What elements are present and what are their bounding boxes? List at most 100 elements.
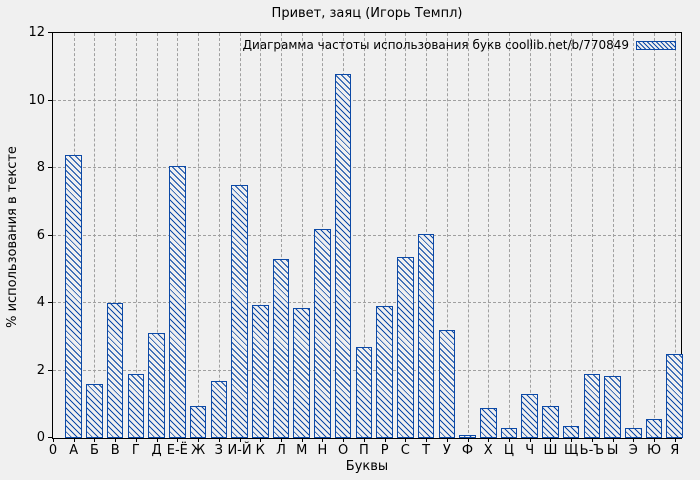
x-tick-mark xyxy=(135,438,137,442)
x-tick-label: О xyxy=(338,443,349,458)
x-tick-mark xyxy=(260,438,262,442)
x-tick-label: Ш xyxy=(543,443,558,458)
x-tick-mark xyxy=(674,438,676,442)
x-tick-mark xyxy=(571,438,573,442)
bar xyxy=(562,426,580,438)
v-gridline xyxy=(508,33,510,438)
x-tick-label: Е-Ё xyxy=(166,443,188,458)
x-tick-mark xyxy=(405,438,407,442)
x-tick-mark xyxy=(446,438,448,442)
x-tick-mark xyxy=(343,438,345,442)
v-gridline xyxy=(674,33,676,438)
bar xyxy=(479,407,497,438)
v-gridline xyxy=(529,33,531,438)
bar xyxy=(645,419,663,438)
h-gridline xyxy=(53,99,681,101)
x-tick-label: К xyxy=(255,443,265,458)
bar xyxy=(127,373,145,438)
y-tick-mark xyxy=(48,234,52,236)
bar xyxy=(417,233,435,438)
x-tick-label: Э xyxy=(628,443,638,458)
bar xyxy=(272,259,290,438)
v-gridline xyxy=(198,33,200,438)
bar xyxy=(148,333,165,438)
bar xyxy=(65,154,82,438)
x-tick-label: Ф xyxy=(461,443,474,458)
v-gridline xyxy=(467,33,469,438)
v-gridline xyxy=(550,33,552,438)
v-gridline xyxy=(218,33,220,438)
x-tick-mark xyxy=(488,438,490,442)
x-tick-mark xyxy=(384,438,386,442)
x-tick-label: Щ xyxy=(564,443,579,458)
bar xyxy=(583,373,601,438)
bar xyxy=(314,228,331,438)
h-gridline xyxy=(53,167,681,168)
x-tick-label: Т xyxy=(422,443,431,458)
x-axis-title: Буквы xyxy=(345,459,389,474)
x-tick-mark xyxy=(591,438,593,442)
x-tick-label: С xyxy=(400,443,410,458)
legend-label: Диаграмма частоты использования букв coo… xyxy=(242,38,629,52)
bar xyxy=(438,330,456,438)
x-tick-label: Ю xyxy=(647,443,662,458)
x-tick-label: Х xyxy=(483,443,493,458)
x-tick-label: Ц xyxy=(503,443,515,458)
bar xyxy=(397,257,414,438)
x-tick-label: Д xyxy=(151,443,162,458)
x-tick-label: У xyxy=(442,443,451,458)
h-gridline xyxy=(53,302,681,303)
x-tick-label: Р xyxy=(380,443,389,458)
v-gridline xyxy=(633,33,635,438)
v-gridline xyxy=(384,33,386,438)
y-axis-title: % использования в тексте xyxy=(5,37,21,437)
x-tick-label: И-Й xyxy=(227,443,252,458)
x-tick-mark xyxy=(115,438,117,442)
bar xyxy=(376,306,393,438)
bar xyxy=(334,73,352,438)
v-gridline xyxy=(571,33,573,438)
bar xyxy=(169,166,186,438)
x-tick-label: Ы xyxy=(606,443,619,458)
bar xyxy=(231,184,248,438)
bar xyxy=(355,346,373,438)
h-gridline xyxy=(53,234,681,236)
x-tick-mark xyxy=(426,438,428,442)
y-tick-mark xyxy=(48,167,52,168)
y-tick-mark xyxy=(48,99,52,101)
x-tick-label: А xyxy=(69,443,79,458)
x-tick-label: Л xyxy=(276,443,286,458)
x-tick-mark xyxy=(301,438,303,442)
x-tick-mark xyxy=(529,438,531,442)
x-tick-mark xyxy=(612,438,614,442)
v-gridline xyxy=(488,33,490,438)
x-tick-mark xyxy=(177,438,179,442)
v-gridline xyxy=(363,33,365,438)
legend: Диаграмма частоты использования букв coo… xyxy=(243,38,676,52)
v-gridline xyxy=(115,33,117,438)
v-gridline xyxy=(280,33,282,438)
x-tick-label: Н xyxy=(317,443,328,458)
x-tick-mark xyxy=(94,438,96,442)
v-gridline xyxy=(591,33,593,438)
x-tick-label: Б xyxy=(89,443,99,458)
bar xyxy=(189,405,207,438)
x-tick-mark xyxy=(156,438,158,442)
x-tick-mark xyxy=(280,438,282,442)
v-gridline xyxy=(405,33,407,438)
bar xyxy=(542,405,559,438)
x-tick-mark xyxy=(467,438,469,442)
y-tick-mark xyxy=(48,32,52,33)
x-tick-mark xyxy=(508,438,510,442)
x-tick-mark xyxy=(218,438,220,442)
bar xyxy=(459,434,476,438)
bar xyxy=(666,353,684,438)
y-tick-mark xyxy=(48,302,52,303)
x-tick-label: 0 xyxy=(48,443,58,458)
chart-title: Привет, заяц (Игорь Темпл) xyxy=(271,6,463,21)
v-gridline xyxy=(94,33,96,438)
y-tick-mark xyxy=(48,437,52,438)
bar xyxy=(604,375,621,438)
bar xyxy=(106,303,124,438)
x-tick-label: Ж xyxy=(191,443,206,458)
